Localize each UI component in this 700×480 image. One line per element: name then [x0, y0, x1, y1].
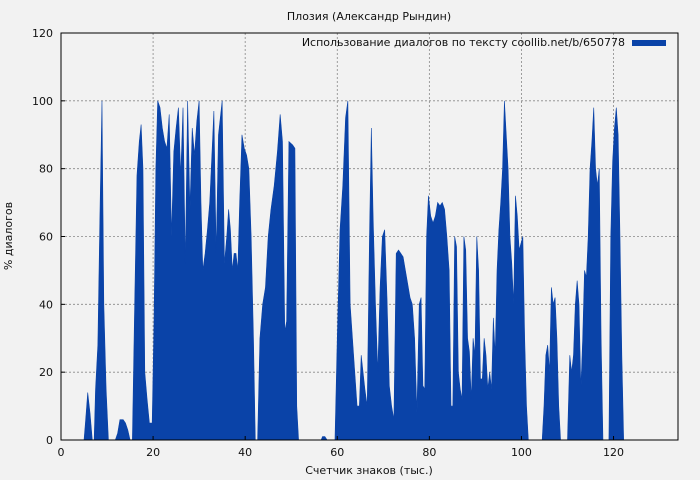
y-tick-label: 120: [32, 27, 53, 40]
y-tick-label: 20: [39, 366, 53, 379]
x-axis-ticks: 0 20 40 60 80 100 120: [58, 436, 624, 459]
y-axis-ticks: 0 20 40 60 80 100 120: [32, 27, 65, 447]
x-tick-label: 120: [603, 446, 624, 459]
x-tick-label: 80: [422, 446, 436, 459]
y-tick-label: 60: [39, 231, 53, 244]
series-area: [61, 100, 678, 441]
x-axis-label: Счетчик знаков (тыс.): [305, 464, 433, 477]
y-tick-label: 40: [39, 298, 53, 311]
y-tick-label: 80: [39, 163, 53, 176]
chart-title: Плозия (Александр Рындин): [287, 10, 451, 23]
x-tick-label: 60: [330, 446, 344, 459]
legend: Использование диалогов по тексту coollib…: [302, 36, 666, 49]
x-tick-label: 100: [511, 446, 532, 459]
legend-label: Использование диалогов по тексту coollib…: [302, 36, 625, 49]
y-tick-label: 100: [32, 95, 53, 108]
y-tick-label: 0: [46, 434, 53, 447]
y-axis-label: % диалогов: [2, 202, 15, 270]
series-layer: [61, 100, 678, 441]
legend-swatch: [632, 40, 666, 46]
x-tick-label: 40: [238, 446, 252, 459]
x-tick-label: 0: [58, 446, 65, 459]
x-tick-label: 20: [146, 446, 160, 459]
